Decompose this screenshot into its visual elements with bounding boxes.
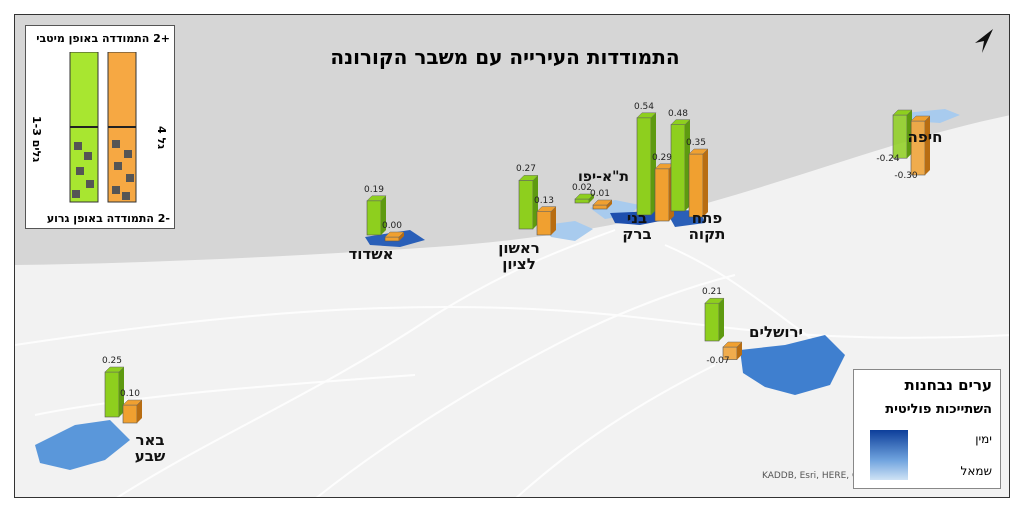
city-label-bnei-brak: בני ברק [622,209,652,243]
legend-color-ramp [870,430,908,480]
legend-right-label: ימין [975,432,992,446]
bar-green-6 [704,302,720,342]
legend-top-label: +2 התמודדה באופן מיטבי [36,32,170,45]
bar-orange-1-side [607,200,612,209]
bar-green-2-cap [636,112,657,119]
jerusalem-area [740,335,845,395]
bar-green-1-value: 0.02 [571,183,593,193]
bar-green-1 [574,198,590,204]
bar-orange-7 [122,404,138,424]
bar-orange-3-cap [688,148,709,155]
bar-green-4-cap [518,175,539,181]
bar-orange-0-cap [910,115,931,122]
legend-orange-label: גל 4 [155,126,168,150]
city-label-haifa: חיפה [907,128,943,146]
city-label-jerusalem: ירושלים [749,323,803,341]
legend-bars [69,52,137,203]
bar-orange-4-value: 0.13 [533,195,555,206]
bars-layer [104,109,931,424]
map-frame: התמודדות העירייה עם משבר הקורונה חיפה ת"… [14,14,1010,498]
legend-political-title: ערים נבחנות [904,376,992,394]
bar-green-0-value: -0.24 [876,154,900,165]
bar-orange-3-side [703,149,708,217]
sea-area [15,15,1009,265]
bar-orange-6-cap [722,341,743,348]
city-label-petah-tikva: פתח תקוה [688,209,726,243]
legend-score: +2 התמודדה באופן מיטבי גלים 1-3 גל 4 -2 … [25,25,175,229]
bar-orange-4 [536,211,552,236]
roads [15,229,1009,497]
legend-bottom-label: -2 התמודדה באופן גרוע [46,212,170,225]
bar-green-4-value: 0.27 [515,164,537,175]
map-attribution: KADDB, Esri, HERE, G [761,471,859,481]
map-canvas [15,15,1009,497]
bar-green-5-side [381,195,386,235]
bar-orange-7-cap [122,399,143,406]
bar-orange-4-side [551,206,556,235]
city-label-tel-aviv: ת"א-יפו [578,169,629,185]
bar-green-5-cap [366,195,387,202]
rishon-area [545,221,593,241]
bar-orange-3 [688,153,704,218]
bar-orange-5 [384,236,400,242]
bar-orange-4-cap [536,206,557,212]
city-label-rishon: ראשון לציון [498,239,540,273]
north-arrow-icon [975,29,993,53]
bar-orange-0-value: -0.30 [894,171,918,181]
legend-political-subtitle: השתייכות פוליטית [885,402,992,417]
bar-green-6-side [719,298,724,341]
bar-orange-5-cap [384,231,405,238]
bar-green-7-value: 0.25 [101,356,123,366]
bar-green-6-value: 0.21 [701,287,723,298]
bar-green-3-cap [670,119,691,125]
bar-green-5-value: 0.19 [363,184,385,195]
bar-orange-7-side [137,400,142,423]
bar-green-7-side [119,367,124,417]
bar-green-0-cap [892,109,913,116]
bar-orange-1 [592,204,608,210]
bar-orange-7-value: 0.10 [119,389,141,399]
legend-left-label: שמאל [960,464,993,478]
city-label-ashdod: אשדוד [348,245,394,263]
beer-sheva-area [35,420,130,470]
legend-green-label: גלים 1-3 [30,116,43,163]
bar-orange-2 [654,168,670,222]
city-label-beer-sheva: באר שבע [134,431,166,465]
legend-political: ערים נבחנות השתייכות פוליטית ימין שמאל [853,369,1001,489]
bar-green-1-cap [574,193,595,200]
bar-orange-1-value: 0.01 [589,189,611,199]
bar-orange-0-side [925,116,930,175]
bar-green-7-cap [104,366,125,373]
bar-green-6-cap [704,297,725,304]
bar-green-3-value: 0.48 [667,108,689,119]
bar-orange-6-value: -0.07 [706,355,730,366]
bar-orange-1-cap [592,199,613,206]
bar-orange-2-value: 0.29 [651,152,673,163]
bar-orange-6-side [737,342,742,360]
bar-orange-3-value: 0.35 [685,138,707,148]
bar-orange-5-value: 0.00 [381,221,403,231]
bar-orange-5-side [399,232,404,241]
map-title: התמודדות העירייה עם משבר הקורונה [330,45,680,69]
bar-green-2 [636,117,652,216]
bar-green-2-value: 0.54 [633,101,655,112]
bar-green-1-side [589,194,594,203]
